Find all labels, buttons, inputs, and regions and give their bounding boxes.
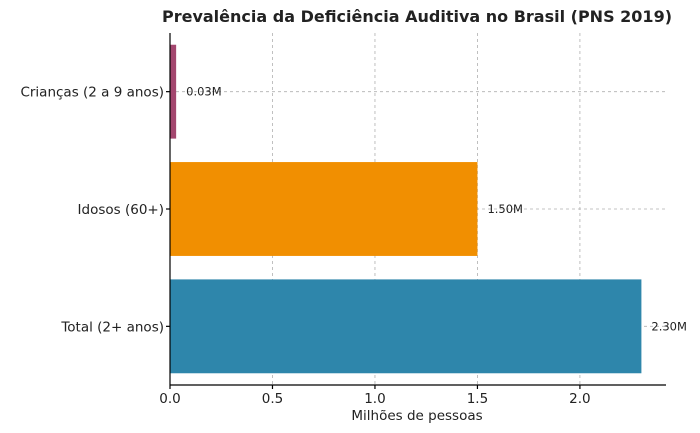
x-tick-label: 0.5 (262, 391, 283, 407)
value-label: 2.30M (651, 319, 687, 333)
x-tick-label: 1.0 (364, 391, 385, 407)
x-tick-label: 0.0 (159, 391, 180, 407)
label-layer: Crianças (2 a 9 anos) 0.03M Idosos (60+) 1.… (20, 85, 686, 336)
bar (170, 279, 642, 374)
chart-title: Prevalência da Deficiência Auditiva no B… (162, 7, 672, 26)
category-label: Crianças (2 a 9 anos) (20, 85, 164, 101)
x-axis-label: Milhões de pessoas (351, 408, 482, 424)
bar (170, 162, 478, 256)
x-tick-label: 2.0 (569, 391, 590, 407)
value-label: 1.50M (487, 202, 523, 216)
bar (170, 44, 177, 139)
x-tick-label: 1.5 (467, 391, 488, 407)
bar-layer (170, 44, 642, 374)
value-label: 0.03M (186, 85, 222, 99)
category-label: Total (2+ anos) (60, 319, 164, 335)
category-label: Idosos (60+) (78, 202, 164, 218)
axis-layer: 0.0 0.5 1.0 1.5 2.0 (159, 33, 666, 407)
